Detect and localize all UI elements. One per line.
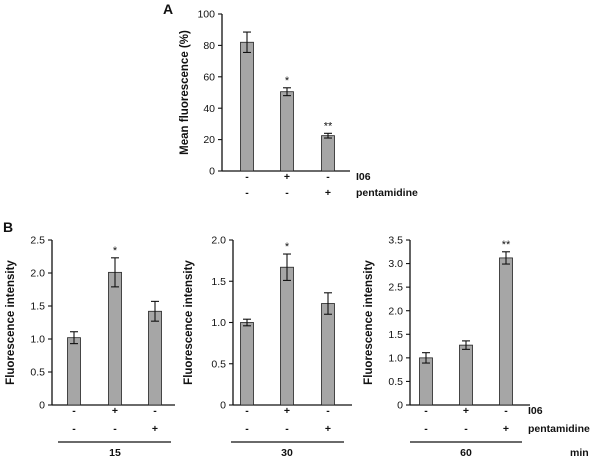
panel-b-chart-30: 0 0.5 1.0 1.5 2.0 Fluorescence intensity * - + - -… bbox=[183, 235, 352, 459]
condition-sign: - bbox=[504, 405, 508, 417]
y-tick-label: 0.5 bbox=[211, 358, 226, 370]
condition-sign: + bbox=[284, 171, 290, 183]
y-tick-label: 2.0 bbox=[388, 305, 403, 317]
panel-b-chart-60: 0 0.5 1.0 1.5 2.0 2.5 3.0 3.5 Fluorescence inten… bbox=[363, 235, 590, 459]
y-axis-title: Fluorescence intensity bbox=[363, 260, 375, 385]
y-tick-label: 2.0 bbox=[211, 235, 226, 247]
bar bbox=[321, 303, 335, 406]
condition-sign: + bbox=[325, 423, 331, 435]
y-axis-title: Mean fluorescence (%) bbox=[179, 30, 191, 155]
panel-letter: B bbox=[3, 219, 13, 235]
condition-sign: - bbox=[424, 423, 428, 435]
condition-sign: - bbox=[72, 423, 76, 435]
condition-sign: + bbox=[284, 405, 290, 417]
condition-sign: - bbox=[113, 423, 117, 435]
condition-sign: + bbox=[325, 187, 331, 199]
condition-name: pentamidine bbox=[528, 423, 590, 435]
significance-label: * bbox=[285, 75, 290, 87]
bar bbox=[148, 310, 162, 406]
condition-sign: - bbox=[245, 405, 249, 417]
y-tick-label: 100 bbox=[197, 9, 215, 21]
y-tick-label: 2.5 bbox=[388, 282, 403, 294]
y-axis-title: Fluorescence intensity bbox=[5, 260, 17, 385]
bar bbox=[499, 257, 513, 406]
condition-sign: - bbox=[245, 187, 249, 199]
significance-label: * bbox=[113, 245, 118, 257]
y-axis-title: Fluorescence intensity bbox=[183, 260, 195, 385]
bar bbox=[280, 91, 294, 172]
y-tick-label: 1.0 bbox=[211, 317, 226, 329]
y-tick-label: 40 bbox=[203, 103, 215, 115]
y-tick-label: 20 bbox=[203, 134, 215, 146]
condition-sign: - bbox=[72, 405, 76, 417]
condition-sign: + bbox=[503, 423, 509, 435]
time-unit-label: min bbox=[570, 447, 589, 459]
condition-sign: - bbox=[326, 171, 330, 183]
y-tick-label: 1.0 bbox=[30, 334, 45, 346]
bar bbox=[419, 357, 433, 406]
significance-label: * bbox=[285, 241, 290, 253]
condition-name: pentamidine bbox=[356, 187, 418, 199]
condition-sign: - bbox=[285, 187, 289, 199]
condition-sign: - bbox=[424, 405, 428, 417]
time-label: 60 bbox=[460, 447, 472, 459]
condition-sign: - bbox=[245, 423, 249, 435]
condition-sign: + bbox=[463, 405, 469, 417]
bar bbox=[240, 322, 254, 406]
condition-sign: - bbox=[153, 405, 157, 417]
y-tick-label: 0.5 bbox=[30, 367, 45, 379]
time-label: 30 bbox=[281, 447, 293, 459]
y-tick-label: 1.0 bbox=[388, 352, 403, 364]
bar bbox=[67, 337, 81, 406]
condition-name: I06 bbox=[528, 405, 543, 417]
condition-name: I06 bbox=[356, 171, 371, 183]
y-tick-label: 0 bbox=[209, 166, 215, 178]
condition-sign: - bbox=[326, 405, 330, 417]
y-tick-label: 3.0 bbox=[388, 258, 403, 270]
y-tick-label: 2.5 bbox=[30, 235, 45, 247]
condition-sign: - bbox=[464, 423, 468, 435]
bar bbox=[321, 135, 335, 172]
bar bbox=[108, 271, 122, 406]
y-tick-label: 1.5 bbox=[30, 301, 45, 313]
condition-sign: + bbox=[152, 423, 158, 435]
y-tick-label: 60 bbox=[203, 71, 215, 83]
y-tick-label: 1.5 bbox=[211, 276, 226, 288]
y-tick-label: 3.5 bbox=[388, 235, 403, 247]
y-tick-label: 0 bbox=[39, 400, 45, 412]
y-tick-label: 0.5 bbox=[388, 376, 403, 388]
y-tick-label: 0 bbox=[220, 400, 226, 412]
significance-label: ** bbox=[324, 120, 333, 132]
panel-b-chart-15: 0 0.5 1.0 1.5 2.0 2.5 Fluorescence intensity B *… bbox=[3, 219, 175, 459]
bar bbox=[240, 41, 254, 172]
y-tick-label: 0 bbox=[397, 400, 403, 412]
y-tick-label: 1.5 bbox=[388, 329, 403, 341]
condition-sign: + bbox=[112, 405, 118, 417]
panel-letter: A bbox=[163, 1, 173, 17]
bar bbox=[459, 344, 473, 406]
condition-sign: - bbox=[285, 423, 289, 435]
y-tick-label: 80 bbox=[203, 40, 215, 52]
significance-label: ** bbox=[502, 239, 511, 251]
bar bbox=[280, 266, 294, 406]
y-tick-label: 2.0 bbox=[30, 268, 45, 280]
condition-sign: - bbox=[245, 171, 249, 183]
time-label: 15 bbox=[109, 447, 121, 459]
